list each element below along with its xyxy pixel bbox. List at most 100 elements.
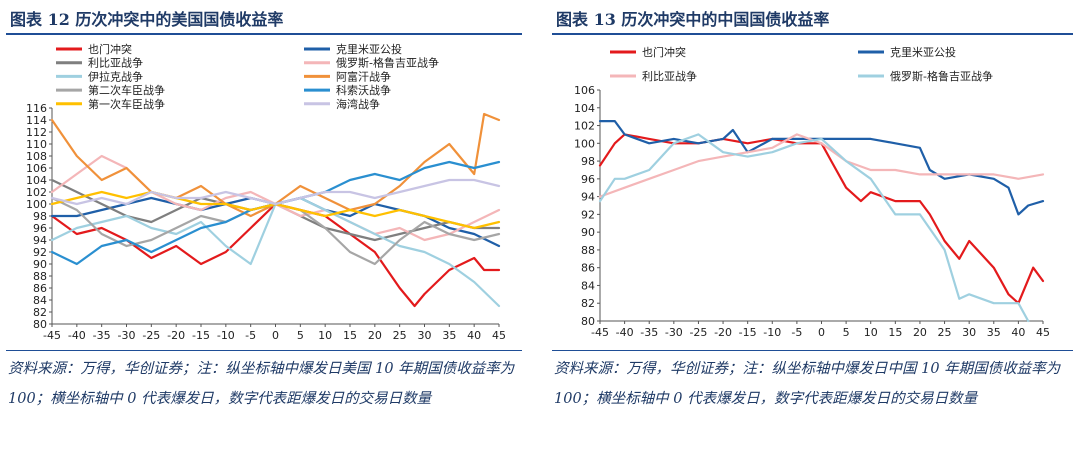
y-tick-label: 80 — [33, 318, 47, 331]
y-tick-label: 92 — [581, 208, 595, 221]
legend-label: 利比亚战争 — [642, 69, 697, 83]
legend-label: 科索沃战争 — [336, 83, 391, 97]
x-tick-label: -25 — [142, 329, 160, 342]
x-tick-label: -45 — [43, 329, 61, 342]
y-tick-label: 116 — [26, 102, 47, 115]
y-tick-label: 104 — [574, 102, 595, 115]
y-tick-label: 94 — [581, 191, 595, 204]
legend-label: 阿富汗战争 — [336, 69, 391, 83]
right-chart-box: 也门冲突 克里米亚公投利比亚战争 俄罗斯-格鲁吉亚战争 80 82 84 86 88 90 92 9… — [552, 38, 1073, 349]
series-line-series-4 — [598, 133, 1030, 323]
y-tick-label: 88 — [33, 270, 47, 283]
legend-label: 海湾战争 — [336, 97, 380, 111]
legend-item-series-9: 第一次车臣战争 — [56, 97, 165, 111]
y-tick-label: 104 — [26, 174, 47, 187]
y-tick-label: 90 — [33, 258, 47, 271]
legend-item-series-1: 也门冲突 — [610, 45, 686, 59]
series-lines — [50, 112, 501, 308]
series-line-series-5 — [50, 196, 501, 308]
x-tick-label: 40 — [1011, 326, 1025, 339]
right-title-rule — [552, 33, 1073, 35]
y-tick-label: 90 — [581, 226, 595, 239]
y-tick-label: 112 — [26, 126, 47, 139]
y-tick-label: 82 — [33, 306, 47, 319]
y-axis-ticks: 80 82 84 86 88 90 92 94 96 98 100 102 104 106 — [574, 84, 600, 328]
x-tick-label: -10 — [217, 329, 235, 342]
legend-item-series-4: 俄罗斯-格鲁吉亚战争 — [858, 69, 993, 83]
y-tick-label: 114 — [26, 114, 47, 127]
y-tick-label: 110 — [26, 138, 47, 151]
right-figure-title: 图表 13 历次冲突中的中国国债收益率 — [556, 10, 830, 29]
legend-item-series-3: 利比亚战争 — [610, 69, 697, 83]
x-tick-label: -40 — [616, 326, 634, 339]
series-line-series-4 — [50, 154, 501, 242]
y-tick-label: 84 — [581, 279, 595, 292]
legend-label: 俄罗斯-格鲁吉亚战争 — [336, 56, 439, 70]
y-tick-label: 80 — [581, 315, 595, 328]
legend-item-series-6: 阿富汗战争 — [304, 69, 391, 83]
x-tick-label: 0 — [818, 326, 825, 339]
x-tick-label: 35 — [987, 326, 1001, 339]
left-figure-title: 图表 12 历次冲突中的美国国债收益率 — [10, 10, 284, 29]
x-tick-label: 40 — [467, 329, 481, 342]
y-tick-label: 102 — [574, 120, 595, 133]
y-tick-label: 88 — [581, 244, 595, 257]
x-tick-label: -45 — [591, 326, 609, 339]
y-tick-label: 106 — [574, 84, 595, 97]
y-tick-label: 96 — [33, 222, 47, 235]
legend-label: 伊拉克战争 — [88, 69, 143, 83]
legend-label: 利比亚战争 — [88, 56, 143, 70]
x-tick-label: -35 — [640, 326, 658, 339]
y-tick-label: 86 — [581, 262, 595, 275]
series-line-series-3 — [598, 133, 1045, 198]
x-tick-label: 10 — [318, 329, 332, 342]
x-tick-label: -20 — [714, 326, 732, 339]
legend-label: 第二次车臣战争 — [88, 83, 165, 97]
series-line-series-9 — [50, 190, 501, 230]
x-tick-label: 10 — [864, 326, 878, 339]
y-tick-label: 84 — [33, 294, 47, 307]
x-axis-ticks: -45 -40 -35 -30 -25 -20 -15 -10 -5 0 5 10 15 20 25 30 35… — [591, 321, 1050, 339]
y-tick-label: 96 — [581, 173, 595, 186]
y-tick-label: 94 — [33, 234, 47, 247]
y-tick-label: 86 — [33, 282, 47, 295]
legend-item-series-3: 利比亚战争 — [56, 56, 143, 70]
y-axis-ticks: 8082848688909294969810010210410610811011… — [26, 102, 52, 331]
x-tick-label: 5 — [843, 326, 850, 339]
left-source-note: 资料来源：万得，华创证券；注：纵坐标轴中爆发日美国 10 年期国债收益率为 10… — [8, 361, 515, 407]
x-tick-label: -10 — [763, 326, 781, 339]
x-tick-label: -5 — [245, 329, 256, 342]
legend-item-series-2: 克里米亚公投 — [304, 42, 402, 56]
y-tick-label: 100 — [26, 198, 47, 211]
legend-item-series-5: 伊拉克战争 — [56, 69, 143, 83]
x-tick-label: -15 — [192, 329, 210, 342]
legend-label: 克里米亚公投 — [890, 45, 956, 59]
y-tick-label: 100 — [574, 137, 595, 150]
y-tick-label: 82 — [581, 297, 595, 310]
series-line-series-1 — [598, 133, 1045, 305]
y-tick-label: 92 — [33, 246, 47, 259]
y-tick-label: 106 — [26, 162, 47, 175]
legend-label: 也门冲突 — [88, 42, 132, 56]
legend-label: 也门冲突 — [642, 45, 686, 59]
y-tick-label: 108 — [26, 150, 47, 163]
legend-label: 克里米亚公投 — [336, 42, 402, 56]
x-tick-label: 45 — [492, 329, 506, 342]
x-tick-label: -35 — [93, 329, 111, 342]
legend-item-series-2: 克里米亚公投 — [858, 45, 956, 59]
x-tick-label: -20 — [167, 329, 185, 342]
x-tick-label: -30 — [118, 329, 136, 342]
x-tick-label: 15 — [888, 326, 902, 339]
x-tick-label: 25 — [938, 326, 952, 339]
legend-item-series-4: 俄罗斯-格鲁吉亚战争 — [304, 56, 439, 70]
x-tick-label: 35 — [442, 329, 456, 342]
legend-label: 第一次车臣战争 — [88, 97, 165, 111]
left-figure-panel: 图表 12 历次冲突中的美国国债收益率 也门冲突 克里米亚公投利比亚战争 俄罗斯-格… — [0, 0, 528, 453]
y-tick-label: 98 — [581, 155, 595, 168]
series-line-series-3 — [50, 178, 501, 242]
x-tick-label: 30 — [418, 329, 432, 342]
right-source-note: 资料来源：万得，华创证券；注：纵坐标轴中爆发日中国 10 年期国债收益率为 10… — [554, 361, 1061, 407]
